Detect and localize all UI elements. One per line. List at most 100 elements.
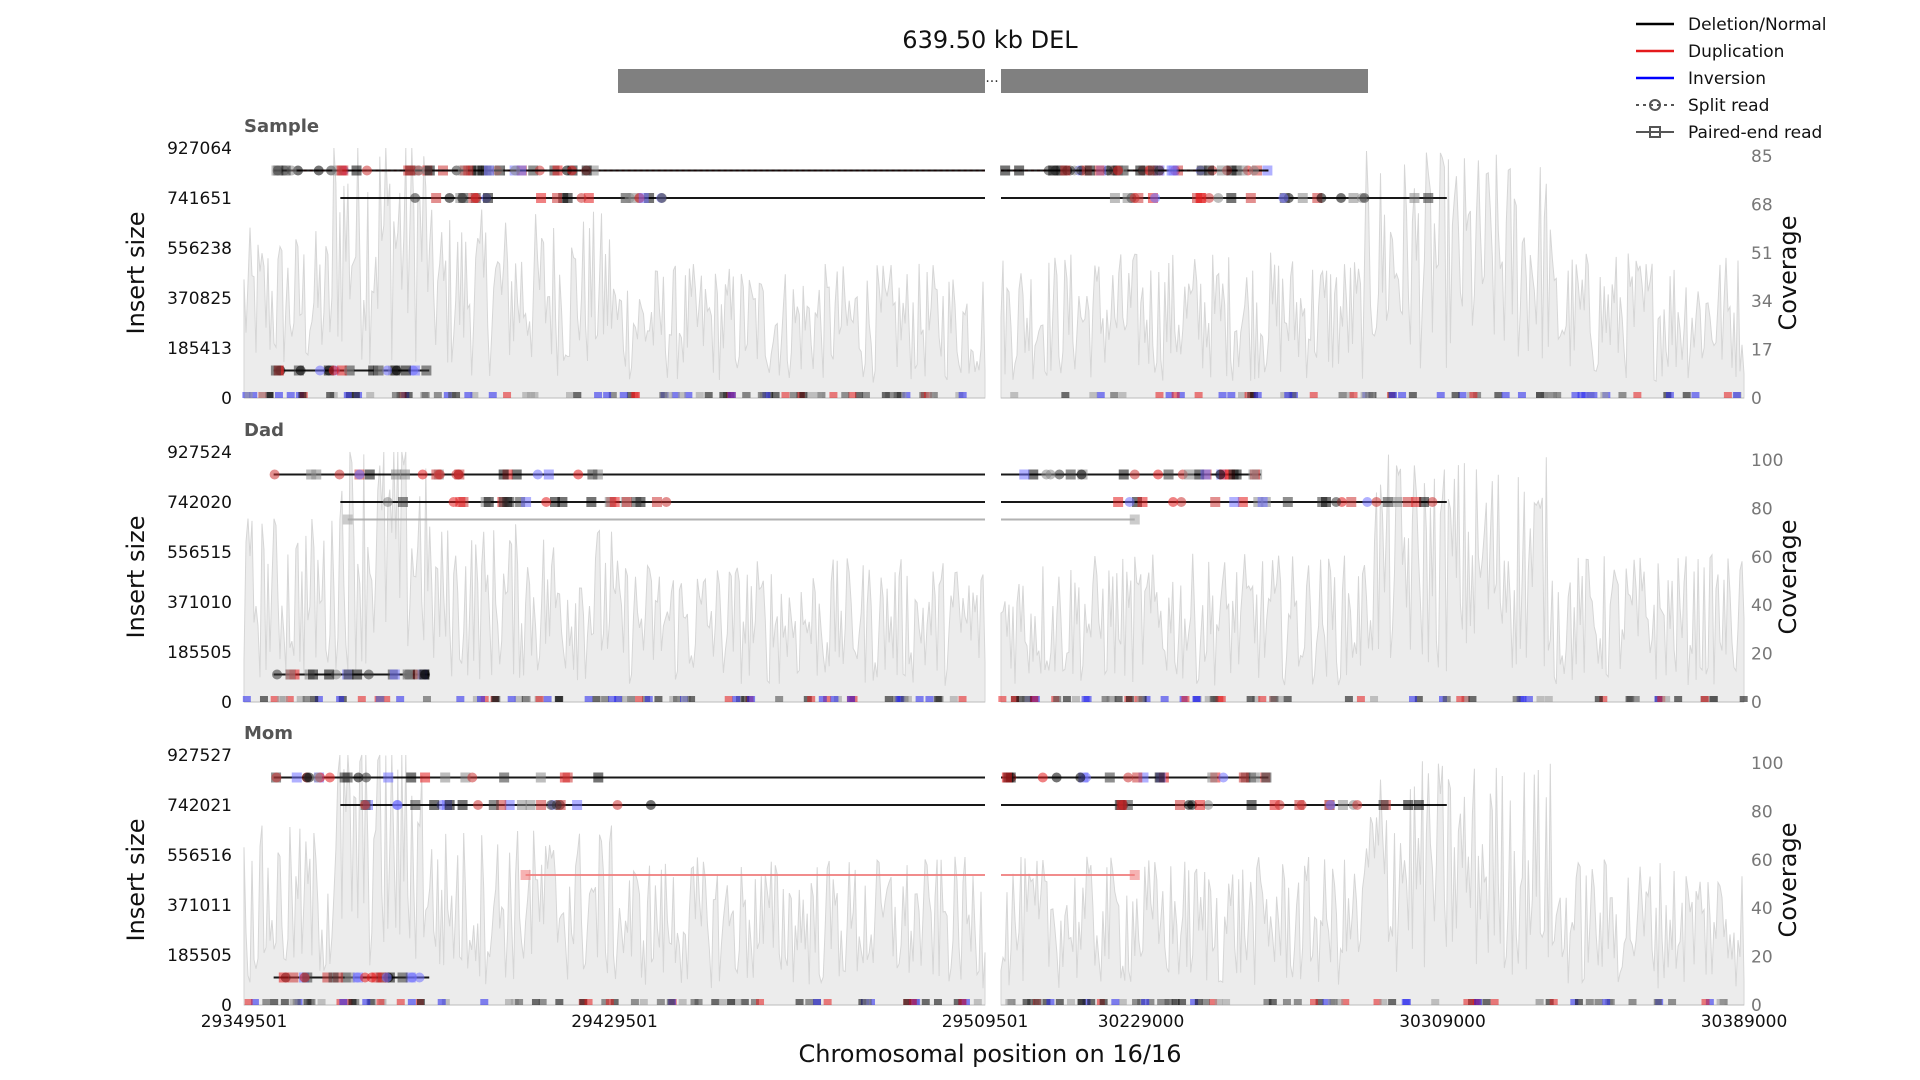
zero-marker (1061, 392, 1070, 398)
read-marker (1403, 800, 1414, 810)
zero-marker (1360, 392, 1369, 398)
read-marker (1402, 497, 1413, 507)
read-marker (1138, 772, 1149, 783)
read-marker (583, 193, 594, 203)
zero-marker (1544, 696, 1553, 702)
read-marker (644, 193, 655, 203)
read-marker (1228, 469, 1239, 480)
read-marker (1248, 165, 1259, 176)
read-marker (1331, 497, 1342, 507)
zero-marker (396, 999, 405, 1005)
zero-marker (1398, 392, 1407, 398)
read-marker (353, 772, 364, 783)
zero-marker (302, 696, 311, 702)
coverage-area (1000, 454, 1745, 703)
read-marker (343, 669, 354, 680)
read-marker (1194, 800, 1205, 810)
read-marker (382, 365, 393, 376)
zero-marker (244, 392, 253, 398)
y2-tick-label: 80 (1751, 499, 1773, 519)
zero-marker (813, 392, 822, 398)
read-marker (1427, 497, 1438, 507)
zero-marker (949, 696, 958, 702)
y2-tick-label: 34 (1751, 292, 1773, 312)
y2-tick-label: 40 (1751, 899, 1773, 919)
zero-marker (789, 392, 798, 398)
y2-tick-label: 20 (1751, 645, 1773, 665)
zero-marker (480, 999, 489, 1005)
zero-marker (1157, 999, 1166, 1005)
zero-marker (1540, 392, 1549, 398)
zero-marker (855, 392, 864, 398)
zero-marker (830, 696, 839, 702)
read-marker (1106, 165, 1117, 176)
y-tick-label: 0 (221, 693, 232, 713)
zero-marker (608, 696, 617, 702)
read-marker (337, 365, 348, 376)
zero-marker (1716, 999, 1725, 1005)
zero-marker (314, 696, 323, 702)
read-marker (419, 669, 430, 680)
read-marker (322, 972, 333, 983)
zero-marker (1263, 999, 1272, 1005)
zero-marker (530, 392, 539, 398)
zero-marker (472, 696, 481, 702)
zero-marker (1171, 392, 1180, 398)
read-marker (397, 497, 408, 507)
coverage-area (1000, 150, 1745, 399)
zero-marker (344, 999, 353, 1005)
read-marker (1129, 870, 1140, 880)
read-marker (498, 497, 509, 507)
zero-marker (1408, 392, 1417, 398)
zero-marker (1574, 999, 1583, 1005)
zero-marker (1042, 999, 1051, 1005)
read-marker (593, 772, 604, 783)
zero-marker (1258, 696, 1267, 702)
read-marker (551, 800, 562, 810)
zero-marker (1625, 696, 1634, 702)
zero-marker (630, 999, 639, 1005)
x-axis-label: Chromosomal position on 16/16 (798, 1040, 1181, 1068)
read-marker (328, 972, 339, 983)
zero-marker (1536, 392, 1545, 398)
zero-marker (654, 696, 663, 702)
read-marker (455, 497, 466, 507)
y-tick-label: 370825 (167, 289, 232, 309)
read-marker (1168, 497, 1179, 507)
zero-marker (719, 392, 728, 398)
zero-marker (898, 392, 907, 398)
read-marker (1147, 165, 1158, 176)
zero-marker (310, 696, 319, 702)
read-marker (444, 800, 455, 810)
read-marker (460, 772, 471, 783)
zero-marker (274, 392, 283, 398)
legend-item: Duplication (1636, 42, 1784, 62)
read-marker (371, 972, 382, 983)
panel-sample: Sample 927064 741651 556238 370825 185413 0 85 6… (122, 116, 1802, 409)
read-marker (1051, 772, 1062, 783)
read-marker (389, 669, 400, 680)
zero-marker (861, 392, 870, 398)
zero-marker (1456, 696, 1465, 702)
zero-marker (718, 999, 727, 1005)
zero-marker (1315, 999, 1324, 1005)
zero-marker (858, 999, 867, 1005)
read-marker (1037, 772, 1048, 783)
zero-marker (1379, 999, 1388, 1005)
zero-marker (1071, 696, 1080, 702)
read-marker (1118, 469, 1129, 480)
y-tick-label: 556238 (167, 239, 232, 259)
zero-marker (339, 999, 348, 1005)
x-tick-label: 29349501 (201, 1012, 288, 1032)
zero-marker (1165, 392, 1174, 398)
zero-marker (244, 999, 253, 1005)
zero-marker (1246, 696, 1255, 702)
y-tick-label: 0 (221, 996, 232, 1016)
y-tick-label: 556516 (167, 846, 232, 866)
zero-marker (747, 696, 756, 702)
zero-marker (522, 696, 531, 702)
zero-marker (510, 999, 519, 1005)
zero-marker (919, 392, 928, 398)
zero-marker (464, 392, 473, 398)
y-tick-label: 185413 (167, 339, 232, 359)
